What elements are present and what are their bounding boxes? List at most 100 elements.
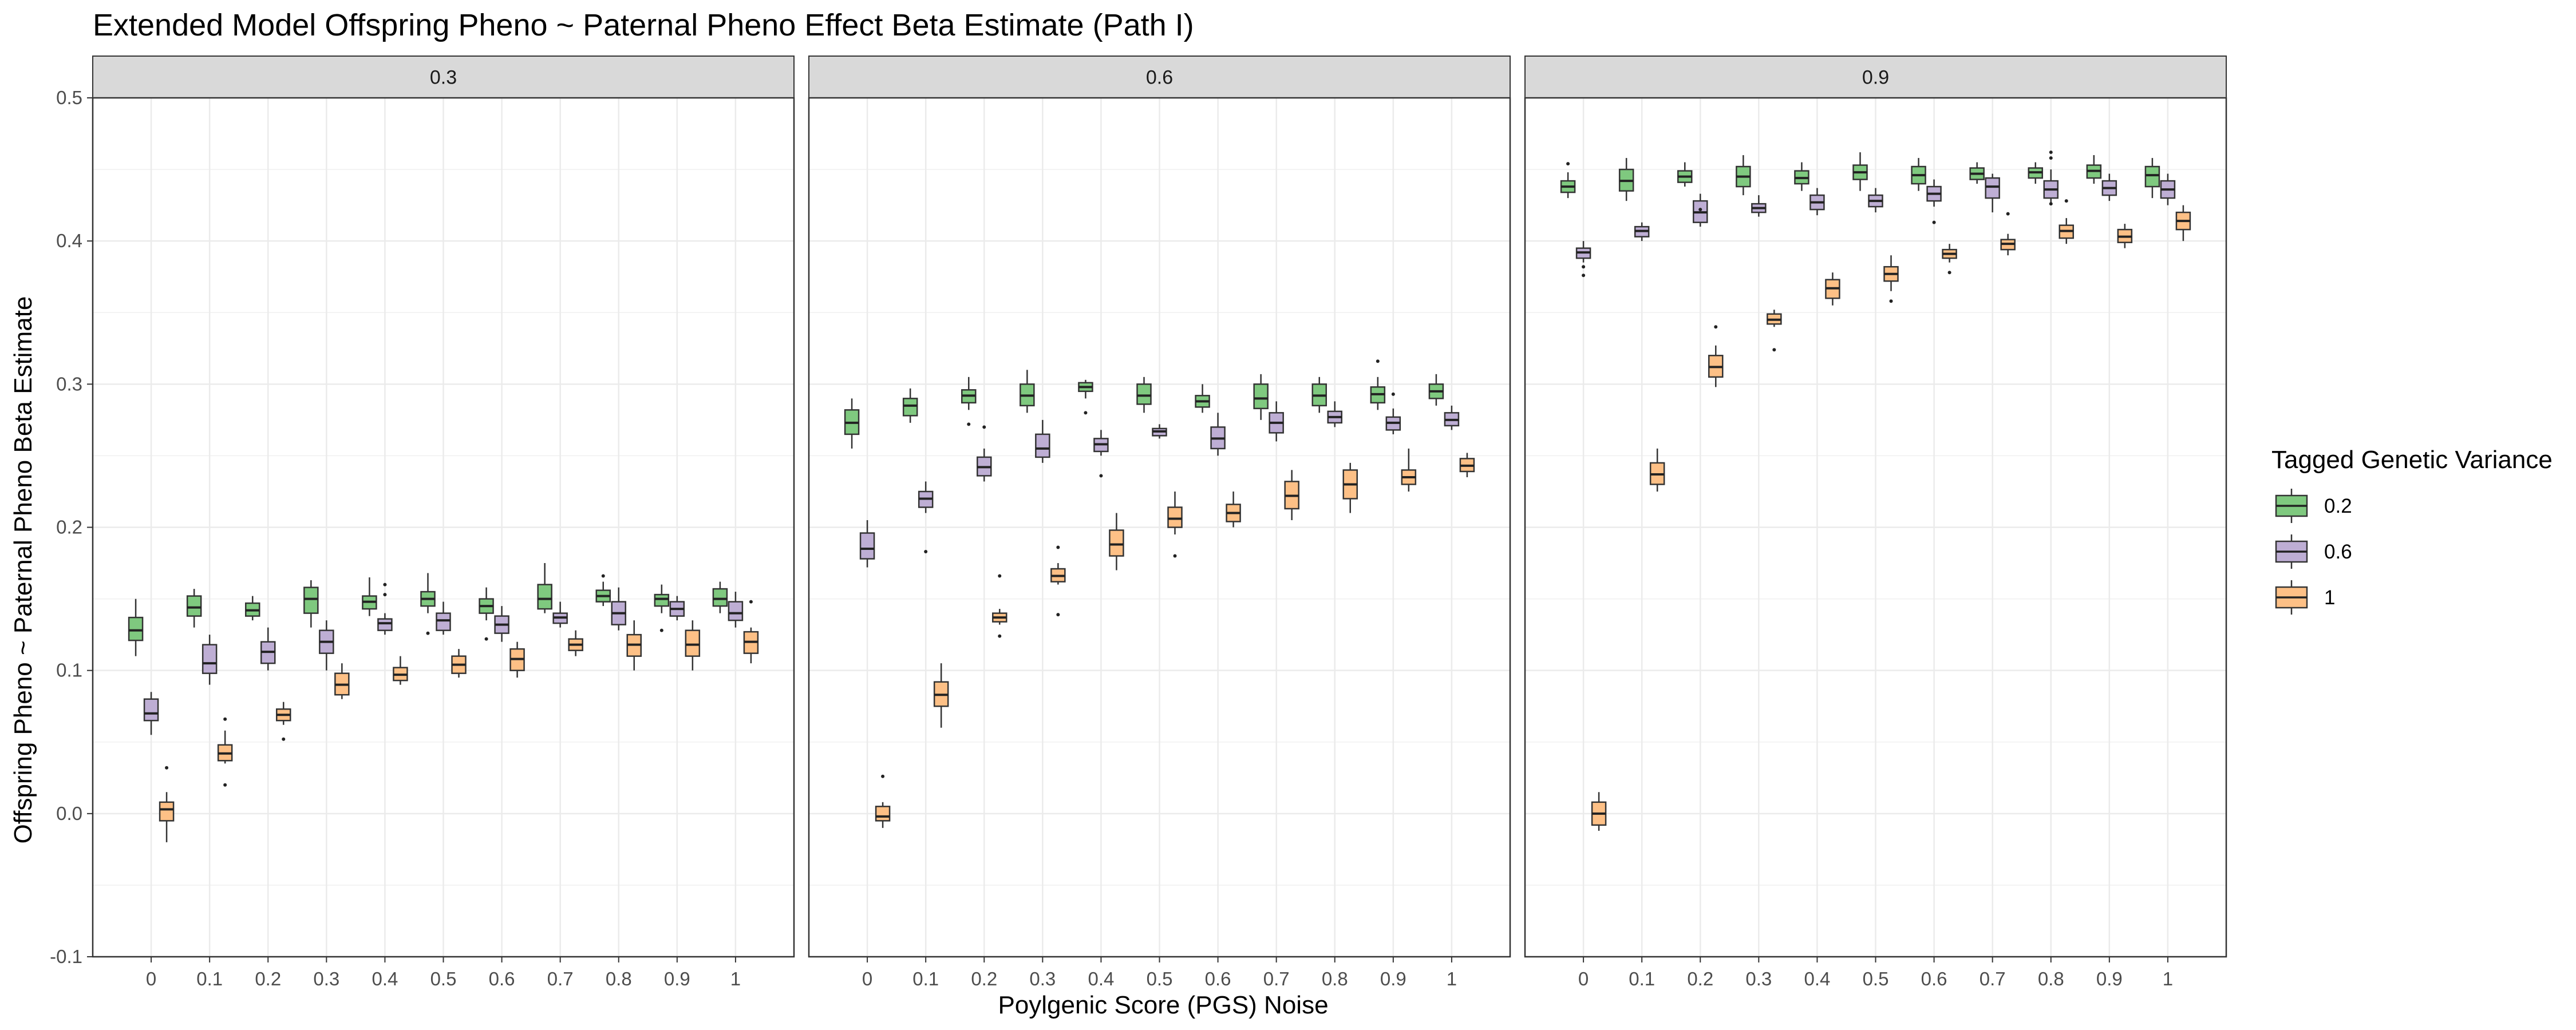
box-1-x0 (1591, 792, 1607, 831)
box-1-x0.7 (568, 630, 583, 656)
box-1-x0.9 (2117, 224, 2133, 248)
outlier-point (426, 631, 430, 635)
box-0.2-x0.1 (902, 388, 918, 423)
box-1-x0.5 (1883, 255, 1899, 291)
box-0.2-x0.9 (654, 584, 670, 613)
x-tick-label: 0.8 (2038, 968, 2064, 989)
legend-item-0.6: 0.6 (2275, 534, 2352, 569)
box-0.6-x0.7 (552, 601, 568, 628)
y-tick-label: 0.4 (56, 230, 82, 251)
box-1-x0.1 (217, 730, 233, 764)
box-iqr (2144, 165, 2160, 188)
legend-title: Tagged Genetic Variance (2271, 446, 2553, 474)
outlier-point (998, 634, 1002, 638)
outlier-point (1714, 325, 1718, 329)
x-tick-label: 0.2 (971, 968, 997, 989)
outlier-point (1582, 274, 1586, 278)
box-0.2-x0.1 (1618, 158, 1634, 201)
box-0.6-x0.8 (1327, 401, 1342, 427)
legend-item-1: 1 (2275, 580, 2335, 615)
box-0.6-x0.3 (319, 620, 334, 671)
box-iqr (159, 801, 175, 822)
x-tick-label: 0.7 (547, 968, 574, 989)
box-0.6-x0.9 (2101, 173, 2117, 201)
box-1-x0.4 (1109, 513, 1124, 571)
box-0.6-x1 (1444, 405, 1460, 430)
box-0.2-x0.2 (245, 596, 260, 621)
outlier-point (2064, 199, 2068, 203)
x-tick-label: 0.6 (489, 968, 515, 989)
x-tick-label: 0.5 (1147, 968, 1173, 989)
box-0.2-x0.3 (303, 580, 319, 628)
box-1-x0.9 (685, 620, 701, 671)
y-tick-label: 0.0 (56, 803, 82, 824)
box-iqr (128, 616, 144, 641)
x-tick-label: 1 (730, 968, 741, 989)
x-tick-label: 0.4 (1804, 968, 1830, 989)
box-0.6-x0.9 (669, 596, 685, 621)
y-tick-label: -0.1 (50, 946, 82, 967)
outlier-point (2049, 150, 2053, 154)
y-axis: -0.1 0.0 0.1 0.2 0.3 0.4 0.5 (50, 87, 93, 967)
x-tick-label: 0.1 (912, 968, 939, 989)
x-tick-label: 0.8 (1322, 968, 1348, 989)
x-tick-label: 0.2 (1687, 968, 1713, 989)
outlier-point (223, 783, 227, 787)
box-iqr (875, 806, 891, 822)
facet-panel-0.3: 0.3 0 0.1 0.2 0.3 0.4 0.5 0.6 0.7 0.8 0.9 1 (92, 56, 795, 989)
box-0.6-x0.2 (977, 448, 992, 482)
legend-entries: 0.2 0.6 1 (2275, 489, 2352, 615)
box-iqr (859, 532, 875, 560)
box-0.6-x0 (859, 520, 875, 568)
box-iqr (728, 601, 744, 621)
outlier-point (924, 550, 928, 554)
outlier-point (383, 583, 387, 587)
box-0.6-x0.4 (1809, 188, 1825, 216)
facet-strip-label: 0.6 (1146, 67, 1173, 89)
box-0.6-x0.5 (1868, 188, 1883, 213)
legend-label: 0.6 (2324, 541, 2352, 563)
x-tick-label: 0.6 (1205, 968, 1231, 989)
box-iqr (902, 398, 918, 417)
outlier-point (659, 628, 663, 632)
x-tick-label: 0.3 (313, 968, 339, 989)
outlier-point (1566, 162, 1570, 166)
box-iqr (1109, 529, 1124, 557)
x-tick-label: 0.5 (430, 968, 457, 989)
outlier-point (2006, 212, 2010, 216)
box-iqr (1136, 383, 1152, 405)
box-0.2-x0.8 (2028, 162, 2043, 184)
outlier-point (1056, 545, 1060, 549)
box-1-x0.7 (1284, 470, 1299, 520)
box-iqr (436, 612, 451, 631)
box-0.6-x0.9 (1385, 408, 1401, 434)
box-1-x0 (159, 792, 175, 842)
x-tick-label: 0.1 (196, 968, 223, 989)
box-0.2-x0.6 (1911, 158, 1926, 191)
box-1-x0.2 (276, 702, 291, 725)
chart-title: Extended Model Offspring Pheno ~ Paterna… (93, 8, 1194, 42)
x-tick-label: 0.8 (606, 968, 632, 989)
outlier-point (967, 422, 971, 426)
outlier-point (282, 737, 286, 741)
box-1-x0.4 (393, 656, 408, 685)
box-1-x0.3 (1767, 310, 1782, 327)
box-0.6-x0.8 (2043, 169, 2059, 205)
x-tick-label: 0.3 (1029, 968, 1056, 989)
outlier-point (1391, 392, 1395, 396)
box-0.2-x0.7 (537, 563, 552, 613)
box-iqr (143, 698, 159, 722)
box-0.6-x0.4 (377, 613, 393, 635)
box-1-x0.6 (1942, 244, 1957, 263)
box-0.2-x0.6 (1195, 384, 1210, 413)
box-1-x0.8 (2059, 218, 2074, 244)
box-0.2-x0.4 (362, 577, 377, 616)
box-0.2-x0.7 (1969, 162, 1985, 184)
facet-strip (808, 56, 1511, 98)
box-1-x0.3 (334, 663, 350, 699)
box-0.6-x0.1 (1634, 222, 1650, 241)
box-0.6-x1 (728, 592, 744, 628)
x-tick-label: 0 (1578, 968, 1589, 989)
outlier-point (881, 774, 885, 778)
